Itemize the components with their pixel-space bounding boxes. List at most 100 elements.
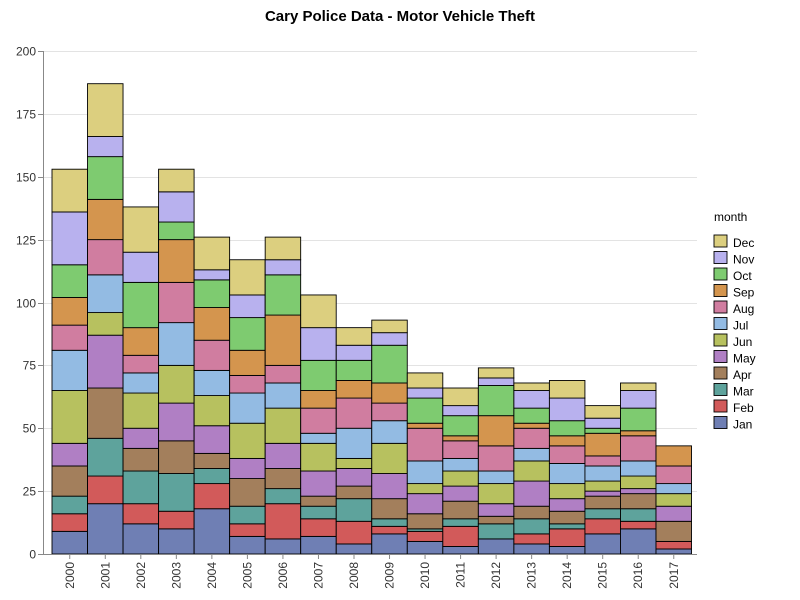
legend-item-mar: Mar	[713, 383, 754, 399]
bar-stack-2013	[513, 382, 550, 555]
bar-segment-2005-jun	[229, 422, 266, 459]
bar-segment-2002-apr	[122, 447, 160, 472]
bar-segment-2009-jan	[371, 533, 408, 555]
bar-segment-2009-jul	[371, 420, 408, 444]
bar-segment-2005-mar	[229, 505, 266, 525]
x-tick-label: 2008	[347, 562, 361, 589]
bar-segment-2016-feb	[620, 520, 657, 530]
bar-segment-2009-feb	[371, 525, 408, 535]
y-tick-label: 75	[23, 359, 37, 373]
bar-segment-2009-sep	[371, 382, 408, 404]
bar-segment-2002-nov	[122, 251, 160, 283]
bar-segment-2016-may	[620, 488, 657, 495]
bar-segment-2002-aug	[122, 354, 160, 374]
x-tick-label: 2011	[454, 562, 468, 588]
bar-segment-2000-jan	[51, 530, 88, 555]
bar-segment-2005-oct	[229, 317, 266, 351]
bar-segment-2010-may	[406, 493, 444, 515]
chart-title: Cary Police Data - Motor Vehicle Theft	[264, 8, 536, 25]
bar-segment-2011-oct	[442, 415, 479, 437]
bar-segment-2001-jul	[87, 274, 124, 314]
bar-segment-2002-jul	[122, 372, 160, 394]
bar-segment-2000-jul	[51, 349, 88, 391]
legend-swatch	[713, 350, 728, 363]
bar-segment-2007-dec	[300, 294, 337, 329]
legend-label: May	[733, 352, 756, 366]
bar-segment-2017-sep	[655, 445, 692, 467]
bar-segment-2015-apr	[584, 495, 621, 510]
bar-segment-2010-sep	[406, 422, 444, 429]
bars	[51, 83, 692, 555]
bar-segment-2014-sep	[548, 435, 586, 447]
bar-stack-2011	[442, 387, 479, 555]
bar-segment-2012-apr	[477, 515, 515, 525]
bar-segment-2012-nov	[477, 377, 515, 386]
bar-segment-2010-oct	[406, 397, 444, 424]
x-tick-label: 2012	[489, 562, 503, 589]
x-tick-label: 2014	[560, 562, 574, 589]
y-tick-label: 200	[16, 45, 36, 59]
bar-segment-2001-dec	[87, 83, 124, 137]
bar-segment-2006-jun	[264, 407, 302, 444]
bar-segment-2015-jan	[584, 533, 621, 555]
legend-item-may: May	[713, 350, 756, 366]
bar-segment-2010-jul	[406, 460, 444, 485]
bar-segment-2002-mar	[122, 470, 160, 505]
bar-segment-2000-feb	[51, 513, 88, 532]
bar-stack-2000	[51, 168, 88, 555]
bar-segment-2009-dec	[371, 319, 408, 334]
bar-segment-2008-aug	[335, 397, 373, 429]
bar-segment-2004-may	[193, 425, 231, 454]
bar-segment-2012-sep	[477, 415, 515, 447]
bar-segment-2013-dec	[513, 382, 550, 391]
bar-segment-2005-aug	[229, 374, 266, 394]
x-tick-label: 2006	[276, 562, 290, 589]
bar-segment-2007-sep	[300, 390, 337, 409]
bar-segment-2003-mar	[158, 473, 195, 512]
bar-segment-2006-mar	[264, 488, 302, 505]
bar-segment-2004-jan	[193, 508, 231, 555]
bar-segment-2008-oct	[335, 359, 373, 381]
axes: 0 25 50 75 100 125 150 175 200 2000 2001 2002 2003 20…	[16, 45, 697, 589]
legend-label: Dec	[733, 236, 754, 250]
y-tick-label: 100	[16, 297, 36, 311]
bar-segment-2007-may	[300, 470, 337, 497]
bar-stack-2004	[193, 236, 231, 555]
bar-segment-2003-jun	[158, 364, 195, 404]
bar-segment-2013-nov	[513, 390, 550, 409]
bar-segment-2016-aug	[620, 435, 657, 462]
bar-segment-2005-feb	[229, 523, 266, 537]
legend-item-sep: Sep	[713, 284, 755, 300]
bar-segment-2000-apr	[51, 465, 88, 497]
bar-segment-2017-jul	[655, 483, 692, 495]
bar-segment-2013-jun	[513, 460, 550, 482]
bar-segment-2017-may	[655, 505, 692, 522]
bar-segment-2007-nov	[300, 327, 337, 361]
bar-segment-2005-apr	[229, 478, 266, 507]
bar-segment-2013-mar	[513, 518, 550, 535]
bar-segment-2013-may	[513, 480, 550, 507]
bar-segment-2015-mar	[584, 508, 621, 520]
bar-segment-2015-jun	[584, 480, 621, 492]
bar-segment-2003-may	[158, 402, 195, 442]
legend-item-jul: Jul	[713, 317, 748, 333]
bar-segment-2007-feb	[300, 518, 337, 537]
bar-segment-2006-aug	[264, 364, 302, 384]
bar-segment-2012-jul	[477, 470, 515, 485]
bar-segment-2014-jun	[548, 483, 586, 500]
bar-segment-2005-may	[229, 457, 266, 479]
bar-segment-2011-nov	[442, 405, 479, 417]
bar-stack-2014	[548, 380, 586, 555]
bar-segment-2016-oct	[620, 407, 657, 432]
bar-segment-2008-jul	[335, 427, 373, 459]
bar-segment-2004-mar	[193, 468, 231, 485]
bar-segment-2004-apr	[193, 452, 231, 469]
bar-stack-2015	[584, 405, 621, 555]
bar-segment-2013-aug	[513, 427, 550, 449]
bar-segment-2007-oct	[300, 359, 337, 391]
bar-segment-2000-oct	[51, 264, 88, 298]
legend-item-dec: Dec	[713, 234, 754, 250]
legend-item-jun: Jun	[713, 333, 752, 349]
bar-segment-2011-jun	[442, 470, 479, 487]
bar-stack-2006	[264, 236, 302, 555]
